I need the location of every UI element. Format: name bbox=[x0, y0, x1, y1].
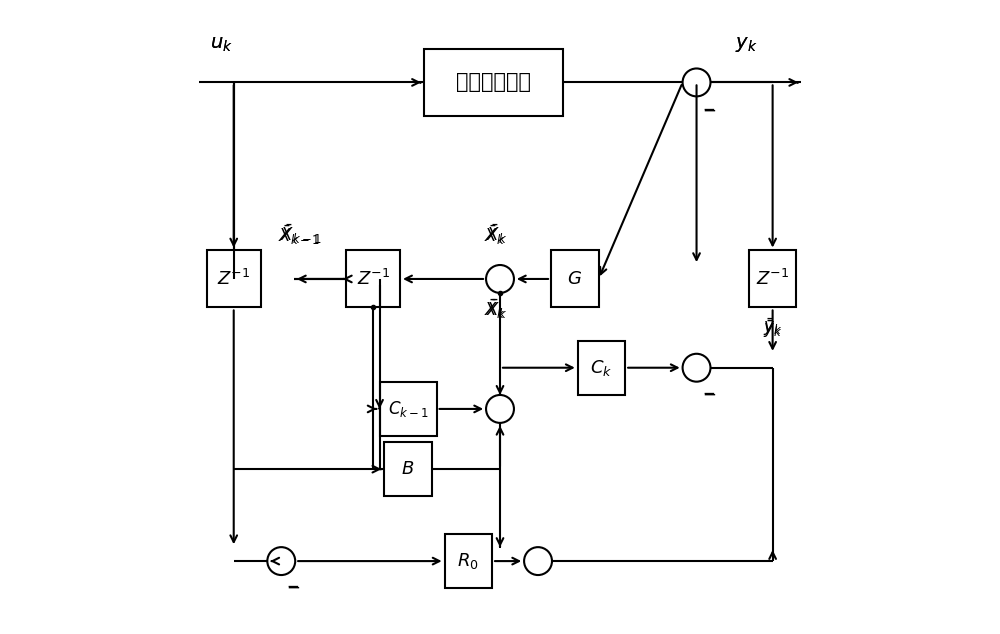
Text: $-$: $-$ bbox=[702, 385, 715, 399]
Text: $Z^{-1}$: $Z^{-1}$ bbox=[756, 269, 789, 289]
Text: $Z^{-1}$: $Z^{-1}$ bbox=[217, 269, 250, 289]
Circle shape bbox=[524, 547, 552, 575]
Text: $-$: $-$ bbox=[702, 385, 716, 403]
Text: $C_k$: $C_k$ bbox=[590, 358, 613, 378]
Bar bbox=[424, 49, 563, 116]
Bar bbox=[445, 534, 492, 588]
Text: $\bar{X}_k$: $\bar{X}_k$ bbox=[486, 223, 508, 246]
Text: $\bar{y}_k$: $\bar{y}_k$ bbox=[763, 319, 782, 340]
Bar bbox=[380, 382, 437, 436]
Text: $\bar{X}_k$: $\bar{X}_k$ bbox=[486, 298, 508, 321]
Text: $-$: $-$ bbox=[702, 101, 715, 115]
Text: $u_k$: $u_k$ bbox=[210, 36, 232, 53]
Circle shape bbox=[683, 354, 710, 382]
Text: $R_0$: $R_0$ bbox=[457, 551, 479, 571]
Bar bbox=[578, 341, 625, 394]
Text: $-$: $-$ bbox=[286, 578, 299, 592]
Bar bbox=[384, 443, 432, 496]
Text: 电池实际对象: 电池实际对象 bbox=[456, 72, 531, 93]
Circle shape bbox=[486, 395, 514, 423]
Text: $Z^{-1}$: $Z^{-1}$ bbox=[357, 269, 390, 289]
Text: $-$: $-$ bbox=[702, 101, 716, 119]
Text: $\bar{X}_k$: $\bar{X}_k$ bbox=[484, 298, 506, 321]
Text: $y_k$: $y_k$ bbox=[735, 35, 757, 54]
Circle shape bbox=[486, 265, 514, 293]
Bar bbox=[749, 250, 796, 307]
Circle shape bbox=[683, 68, 710, 96]
Bar bbox=[207, 250, 261, 307]
Bar bbox=[346, 250, 400, 307]
Text: $\bar{X}_{k-1}$: $\bar{X}_{k-1}$ bbox=[280, 223, 321, 246]
Text: $u_k$: $u_k$ bbox=[210, 36, 232, 53]
Bar bbox=[551, 250, 599, 307]
Text: $B$: $B$ bbox=[401, 460, 415, 478]
Text: $y_k$: $y_k$ bbox=[735, 35, 757, 54]
Text: $\bar{X}_k$: $\bar{X}_k$ bbox=[484, 224, 506, 247]
Text: $C_{k-1}$: $C_{k-1}$ bbox=[388, 399, 429, 419]
Text: $\bar{y}_k$: $\bar{y}_k$ bbox=[763, 317, 782, 339]
Text: $-$: $-$ bbox=[286, 578, 300, 595]
Circle shape bbox=[267, 547, 295, 575]
Text: $\bar{X}_{k-1}$: $\bar{X}_{k-1}$ bbox=[278, 224, 319, 247]
Text: $G$: $G$ bbox=[567, 270, 582, 288]
